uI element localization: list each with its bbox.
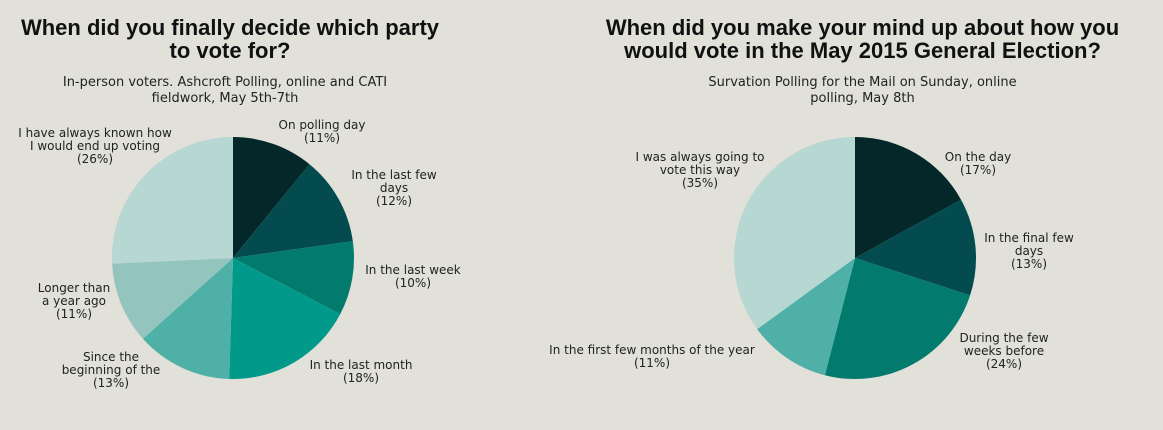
pie1-label-i-have-always-known-how-i-would-end-up-voting: I have always known how I would end up vo… — [18, 126, 172, 166]
pie2-label-on-the-day: On the day (17%) — [945, 150, 1011, 177]
pie2-label-i-was-always-going-to-vote-this-way: I was always going to vote this way (35%) — [636, 150, 765, 190]
pie-chart-1: On polling day (11%) In the last few days (1… — [18, 118, 461, 390]
pie1-slice-i-have-always-known-how-i-would-end-up-voting — [111, 137, 233, 264]
pie2-slice-during-the-few-weeks-before — [824, 258, 971, 380]
chart2-title: When did you make your mind up about how… — [605, 15, 1120, 63]
pie1-slice-on-polling-day — [233, 137, 310, 258]
pie1-slice-longer-than-a-year-ago — [112, 258, 233, 339]
chart1-subtitle: In-person voters. Ashcroft Polling, onli… — [62, 75, 388, 106]
chart1-title: When did you finally decide which party … — [20, 15, 440, 63]
pie1-label-since-the-beginning-of-the-year: Since the beginning of the (13%) — [62, 350, 161, 390]
pie1-slice-in-the-last-week — [233, 241, 355, 315]
pie1-slice-in-the-last-few-days — [233, 164, 353, 258]
pie1-label-in-the-last-few-days: In the last few days (12%) — [351, 168, 437, 208]
pie2-slice-in-the-final-few-days — [855, 199, 976, 296]
pie2-slice-on-the-day — [855, 137, 962, 258]
pie2-slice-i-was-always-going-to-vote-this-way — [734, 137, 855, 330]
pie2-label-during-the-few-weeks-before: During the few weeks before (24%) — [959, 331, 1048, 371]
pie1-slice-since-the-beginning-of-the-year — [142, 258, 233, 379]
pie1-label-in-the-last-month: In the last month (18%) — [310, 358, 413, 385]
chart2-subtitle: Survation Polling for the Mail on Sunday… — [708, 75, 1017, 106]
pie2-label-in-the-first-few-months-of-the-year: In the first few months of the year (11%) — [549, 343, 755, 370]
pie1-label-on-polling-day: On polling day (11%) — [279, 118, 366, 145]
pie2-label-in-the-final-few-days: In the final few days (13%) — [984, 231, 1074, 271]
pie1-label-longer-than-a-year-ago: Longer than a year ago (11%) — [38, 281, 110, 321]
pie1-slice-in-the-last-month — [229, 258, 341, 379]
pie1-label-in-the-last-week: In the last week (10%) — [365, 263, 461, 290]
pie2-slice-in-the-first-few-months-of-the-year — [757, 258, 855, 376]
